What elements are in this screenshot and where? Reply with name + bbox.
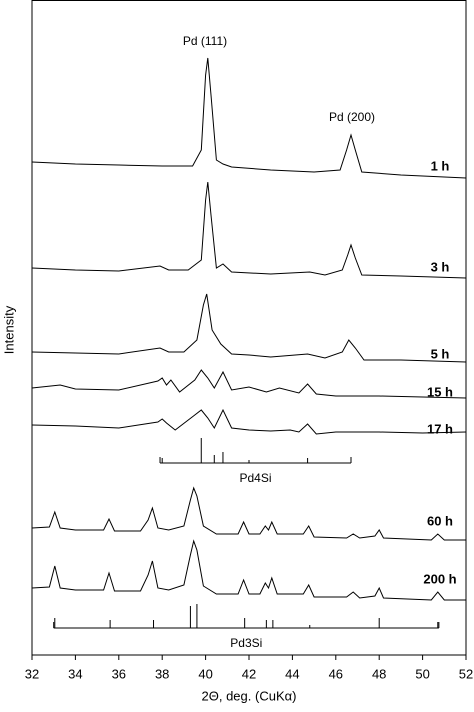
series-label: 1 h <box>431 158 450 173</box>
x-tick-label: 40 <box>198 666 212 681</box>
x-tick-label: 38 <box>155 666 169 681</box>
plot-frame <box>31 0 467 656</box>
y-axis-label: Intensity <box>1 305 16 354</box>
spectrum-line <box>31 539 466 601</box>
x-tick-label: 46 <box>329 666 343 681</box>
x-tick-label: 32 <box>25 666 39 681</box>
spectrum-line <box>31 486 466 541</box>
x-tick-label: 34 <box>68 666 82 681</box>
spectrum-line <box>31 369 467 399</box>
series-label: 15 h <box>427 384 453 399</box>
series-label: 17 h <box>427 421 453 436</box>
reference-label: Pd3Si <box>230 636 262 650</box>
reference-label: Pd4Si <box>239 471 271 485</box>
spectrum-line <box>31 293 467 363</box>
x-tick-label: 48 <box>372 666 386 681</box>
series-label: 200 h <box>423 571 456 586</box>
series-label: 5 h <box>431 346 450 361</box>
spectrum-line <box>31 57 467 179</box>
x-tick-label: 42 <box>242 666 256 681</box>
spectrum-line <box>31 181 467 279</box>
x-tick-label: 50 <box>415 666 429 681</box>
x-tick-label: 52 <box>459 666 473 681</box>
series-label: 3 h <box>431 259 450 274</box>
series-label: 60 h <box>427 513 453 528</box>
annotation: Pd (200) <box>329 110 375 124</box>
x-tick-label: 44 <box>285 666 299 681</box>
spectrum-line <box>31 408 467 435</box>
annotation: Pd (111) <box>183 34 227 48</box>
x-axis-label: 2Θ, deg. (CuKα) <box>202 688 297 703</box>
x-tick-label: 36 <box>112 666 126 681</box>
